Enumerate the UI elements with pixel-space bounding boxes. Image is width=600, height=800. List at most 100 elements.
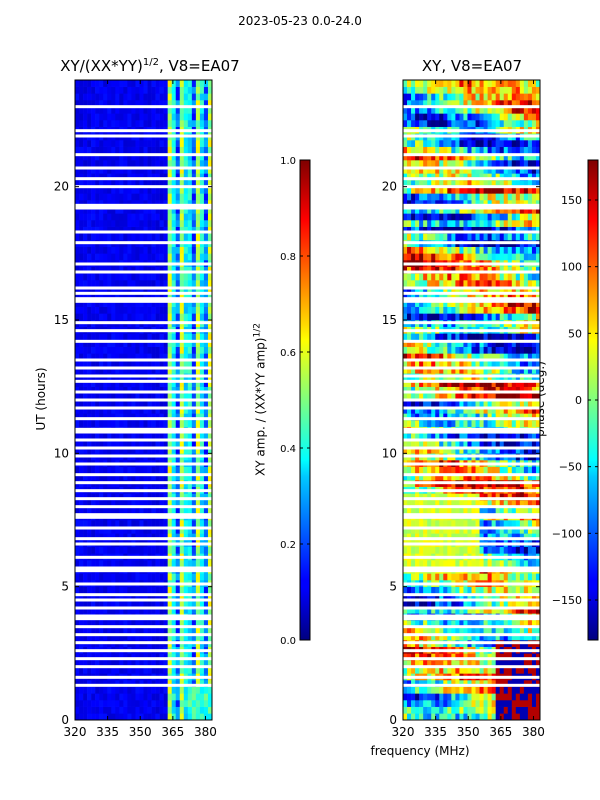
phase-heat-cell — [403, 526, 408, 534]
phase-heat-cell — [427, 533, 432, 541]
amplitude-heat-cell — [179, 466, 185, 474]
amplitude-heat-cell — [103, 620, 108, 627]
amplitude-heat-cell — [183, 306, 189, 314]
amplitude-heat-cell — [83, 160, 88, 167]
amplitude-heat-cell — [151, 253, 156, 261]
amplitude-heat-cell — [103, 200, 108, 207]
amplitude-heat-cell — [191, 173, 197, 181]
amplitude-heat-cell — [75, 533, 80, 541]
amplitude-heat-cell — [167, 406, 173, 414]
amplitude-heat-cell — [183, 700, 189, 707]
amplitude-heat-cell — [87, 286, 92, 294]
amplitude-heat-cell — [175, 713, 181, 721]
phase-heat-cell — [495, 393, 501, 401]
amplitude-heat-cell — [135, 446, 140, 454]
amplitude-heat-cell — [119, 353, 124, 361]
phase-heat-cell — [443, 400, 448, 407]
amplitude-heat-cell — [87, 660, 92, 667]
amplitude-heat-cell — [131, 273, 136, 281]
amplitude-heat-cell — [139, 386, 144, 394]
amplitude-heat-cell — [83, 306, 88, 314]
amplitude-heat-cell — [147, 706, 152, 714]
amplitude-heat-cell — [87, 220, 92, 227]
amplitude-heat-cell — [163, 380, 168, 387]
phase-heat-cell — [459, 586, 464, 594]
amplitude-heat-cell — [143, 353, 148, 361]
phase-heat-cell — [459, 653, 464, 661]
phase-heat-cell — [451, 506, 456, 514]
phase-heat-cell — [419, 520, 424, 527]
phase-heat-cell — [415, 680, 420, 687]
amplitude-heat-cell — [191, 293, 197, 301]
amplitude-heat-cell — [151, 173, 156, 181]
amplitude-heat-cell — [159, 573, 164, 581]
amplitude-heat-cell — [139, 626, 144, 634]
amplitude-heat-cell — [183, 600, 189, 607]
phase-heat-cell — [439, 593, 444, 601]
amplitude-heat-cell — [115, 473, 120, 481]
phase-heat-cell — [415, 706, 420, 714]
phase-heat-cell — [511, 393, 517, 401]
amplitude-heat-cell — [163, 306, 168, 314]
amplitude-heat-cell — [83, 380, 88, 387]
amplitude-heat-cell — [155, 286, 160, 294]
phase-heat-cell — [459, 560, 464, 567]
amplitude-heat-cell — [191, 420, 197, 427]
amplitude-heat-cell — [83, 393, 88, 401]
phase-heat-cell — [523, 620, 529, 627]
amplitude-heat-cell — [111, 606, 116, 614]
amplitude-heat-cell — [163, 493, 168, 501]
amplitude-heat-cell — [167, 600, 173, 607]
amplitude-heat-cell — [151, 586, 156, 594]
amplitude-heat-cell — [175, 360, 181, 367]
phase-heat-cell — [531, 680, 537, 687]
amplitude-heat-cell — [143, 420, 148, 427]
amplitude-heat-cell — [107, 600, 112, 607]
amplitude-heat-cell — [163, 686, 168, 694]
amplitude-heat-cell — [199, 106, 205, 114]
amplitude-heat-cell — [183, 120, 189, 127]
phase-heat-cell — [439, 500, 444, 507]
amplitude-heat-cell — [75, 600, 80, 607]
phase-heat-cell — [407, 413, 412, 421]
phase-heat-cell — [463, 593, 468, 601]
amplitude-heat-cell — [95, 473, 100, 481]
amplitude-heat-cell — [175, 620, 181, 627]
phase-heat-cell — [467, 446, 472, 454]
phase-heat-cell — [447, 666, 452, 674]
amplitude-heat-cell — [79, 273, 84, 281]
phase-heat-cell — [535, 600, 541, 607]
amplitude-heat-cell — [155, 86, 160, 94]
amplitude-heat-cell — [147, 300, 152, 307]
phase-heat-cell — [467, 626, 472, 634]
phase-heat-cell — [427, 573, 432, 581]
phase-heat-cell — [403, 500, 408, 507]
amplitude-heat-cell — [183, 333, 189, 341]
amplitude-heat-cell — [83, 440, 88, 447]
phase-heat-cell — [415, 666, 420, 674]
amplitude-heat-cell — [151, 420, 156, 427]
amplitude-heat-cell — [183, 653, 189, 661]
amplitude-heat-cell — [143, 626, 148, 634]
phase-heat-cell — [435, 680, 440, 687]
phase-heat-cell — [419, 626, 424, 634]
amplitude-heat-cell — [207, 600, 213, 607]
amplitude-heat-cell — [195, 93, 201, 101]
amplitude-heat-cell — [195, 686, 201, 694]
amplitude-heat-cell — [151, 560, 156, 567]
amplitude-heat-cell — [131, 606, 136, 614]
amplitude-heat-cell — [195, 420, 201, 427]
amplitude-heat-cell — [179, 633, 185, 641]
amplitude-heat-cell — [179, 560, 185, 567]
amplitude-heat-cell — [207, 653, 213, 661]
phase-heat-cell — [411, 700, 416, 707]
amplitude-heat-cell — [135, 346, 140, 354]
amplitude-heat-cell — [99, 560, 104, 567]
amplitude-heat-cell — [151, 686, 156, 694]
amplitude-heat-cell — [179, 186, 185, 194]
amplitude-heat-cell — [163, 506, 168, 514]
amplitude-heat-cell — [143, 166, 148, 174]
amplitude-heat-cell — [95, 520, 100, 527]
amplitude-heat-cell — [119, 146, 124, 154]
amplitude-heat-cell — [183, 206, 189, 214]
